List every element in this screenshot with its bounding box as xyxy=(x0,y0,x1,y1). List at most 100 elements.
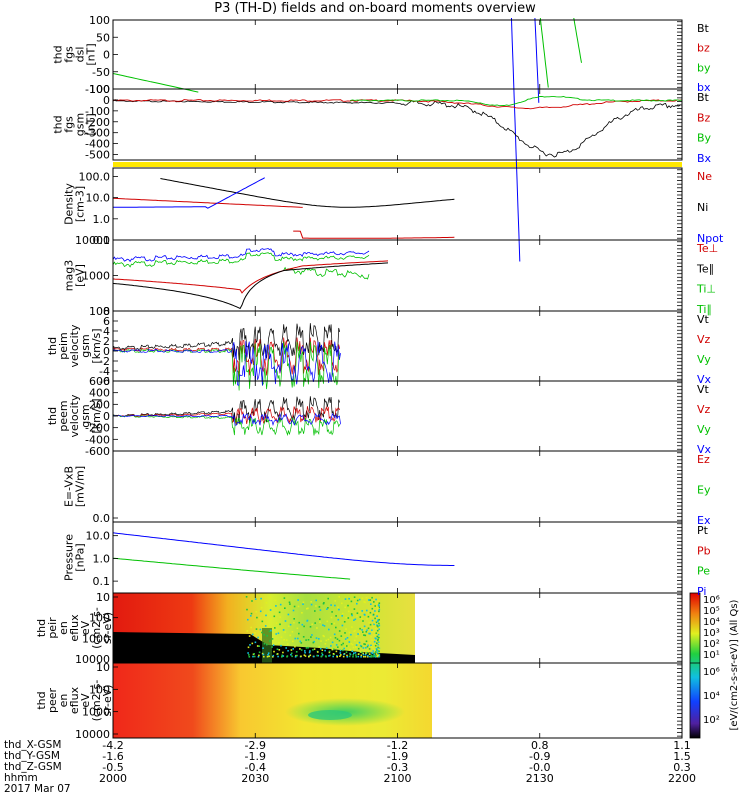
spectrogram-pixel xyxy=(376,615,378,617)
spectrogram-pixel xyxy=(279,616,282,618)
spectrogram-pixel xyxy=(366,645,369,648)
ytick-label: -400 xyxy=(85,433,110,446)
spectrogram-pixel xyxy=(367,615,370,618)
spectrogram-pixel xyxy=(377,608,379,610)
spectrogram-pixel xyxy=(320,640,322,642)
ytick-label: 0 xyxy=(103,410,110,423)
spectrogram-pixel xyxy=(370,646,373,648)
spectrogram-pixel xyxy=(376,612,378,614)
spectrogram-pixel xyxy=(277,655,279,658)
spectrogram-pixel xyxy=(353,652,355,654)
legend-entry: Bt xyxy=(697,22,710,35)
spectrogram-pixel xyxy=(345,628,347,630)
ytick-label: 0 xyxy=(103,49,110,62)
spectrogram-pixel xyxy=(354,639,356,642)
spectrogram-pixel xyxy=(275,622,278,624)
spectrogram-pixel xyxy=(340,635,343,637)
spectrogram-pixel xyxy=(354,618,357,621)
spectrogram-pixel xyxy=(266,635,268,637)
spectrogram-pixel xyxy=(255,611,257,613)
spectrogram-pixel xyxy=(294,656,297,658)
spectrogram-pixel xyxy=(378,648,380,651)
spectrogram-pixel xyxy=(321,652,323,654)
spectrogram-pixel xyxy=(310,636,312,638)
ytick-label: 10000 xyxy=(75,653,110,666)
spectrogram-pixel xyxy=(296,654,298,657)
vt-line xyxy=(113,396,341,424)
spectrogram-pixel xyxy=(326,608,328,610)
spectrogram-pixel xyxy=(295,654,297,657)
ytick-label: 1000 xyxy=(82,632,110,645)
ytick-label: 100 xyxy=(89,83,110,96)
spectrogram-pixel xyxy=(363,601,365,603)
spectrogram-pixel xyxy=(258,651,261,654)
spectrogram-pixel xyxy=(269,640,271,642)
spectrogram-pixel xyxy=(373,623,375,626)
spectrogram-pixel xyxy=(337,646,339,648)
spectrogram-pixel xyxy=(309,626,312,628)
spectrogram-pixel xyxy=(298,632,300,635)
bz-line xyxy=(113,99,683,110)
ylabel: velocity xyxy=(68,394,81,437)
spectrogram-pixel xyxy=(356,615,358,618)
spectrogram-pixel xyxy=(374,617,376,620)
spectrogram-pixel xyxy=(366,618,368,620)
spectrogram-pixel xyxy=(360,654,363,657)
spectrogram-pixel xyxy=(377,620,379,623)
legend-entry: Vy xyxy=(697,423,711,436)
ylabel: thd xyxy=(52,115,65,133)
spectrogram-pixel xyxy=(344,606,346,609)
spectrogram-pixel xyxy=(369,611,372,614)
ytick-label: -2 xyxy=(99,355,110,368)
spectrogram-pixel xyxy=(289,623,292,626)
spectrogram-pixel xyxy=(363,625,366,628)
legend-entry: Bt xyxy=(697,91,710,104)
ytick-label: -400 xyxy=(85,138,110,151)
legend-entry: Pe xyxy=(697,565,710,578)
spectrogram-pixel xyxy=(375,632,378,634)
panel-frame xyxy=(112,310,683,382)
spectrogram-pixel xyxy=(337,618,340,621)
pe-line xyxy=(113,557,351,580)
spectrogram-pixel xyxy=(317,654,319,657)
spectrogram-pixel xyxy=(366,609,368,612)
spectrogram-pixel xyxy=(280,636,283,638)
spectrogram-pixel xyxy=(248,635,251,637)
spectrogram-pixel xyxy=(292,640,294,643)
spectrogram-pixel xyxy=(308,655,310,658)
spectrogram-pixel xyxy=(265,602,268,604)
ytick-label: 0.0 xyxy=(93,512,111,525)
spectrogram-pixel xyxy=(318,606,321,608)
colorbar-tick: 10⁴ xyxy=(703,617,720,628)
ytick-label: 0 xyxy=(103,94,110,107)
spectrogram-pixel xyxy=(301,612,303,614)
spectrogram-pixel xyxy=(321,654,324,656)
ylabel: [mV/m] xyxy=(74,466,87,507)
legend-entry: Bx xyxy=(697,152,712,165)
ylabel: (cm2-s- xyxy=(90,607,103,649)
spectrogram-pixel xyxy=(312,641,315,644)
spectrogram-pixel xyxy=(253,655,256,658)
spectrogram-pixel xyxy=(370,656,372,658)
spectrogram-pixel xyxy=(350,613,353,615)
ytick-label: 100 xyxy=(89,683,110,696)
spectrogram-pixel xyxy=(339,652,342,654)
spectrogram-pixel xyxy=(338,608,340,611)
ylabel: gsm xyxy=(79,404,92,427)
legend-entry: Bz xyxy=(697,111,711,124)
spectrogram-pixel xyxy=(377,643,380,646)
spectrogram-pixel xyxy=(334,604,336,607)
spectrogram-pixel xyxy=(346,637,349,639)
spectrogram-pixel xyxy=(257,636,259,639)
spectrogram-pixel xyxy=(373,653,375,656)
plot-title: P3 (TH-D) fields and on-board moments ov… xyxy=(214,1,536,16)
spectrogram-pixel xyxy=(323,602,325,604)
spectrogram-pixel xyxy=(359,616,362,618)
spectrogram-pixel xyxy=(261,652,264,655)
spectrogram-pixel xyxy=(367,644,369,647)
spectrogram-pixel xyxy=(269,596,271,599)
spectrogram-pixel xyxy=(374,644,377,647)
spectrogram-pixel xyxy=(365,596,368,599)
spectrogram-pixel xyxy=(377,638,379,641)
legend-entry: Ex xyxy=(697,514,711,527)
